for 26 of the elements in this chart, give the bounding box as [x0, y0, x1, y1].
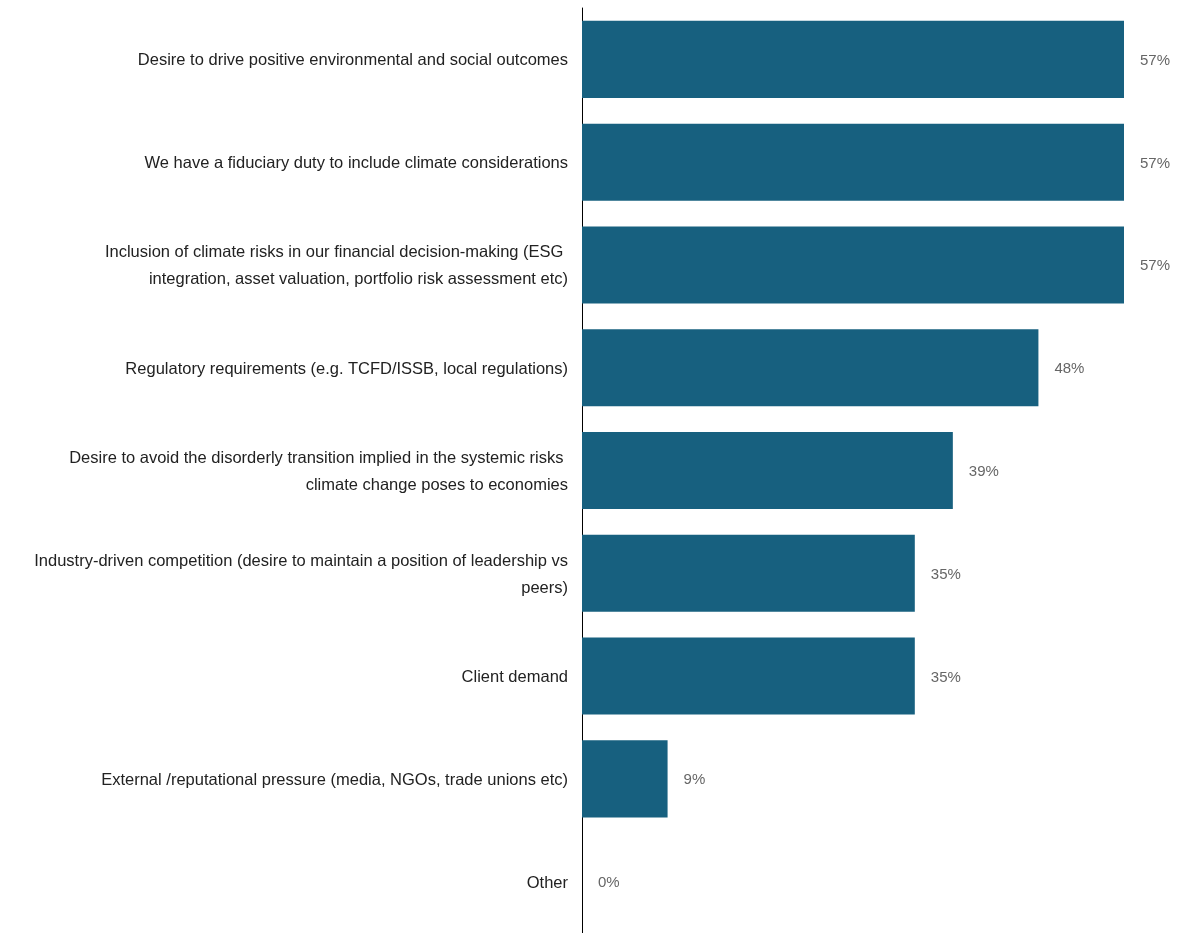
y-tick-label: Desire to drive positive environmental and social outcomes: [137, 50, 568, 69]
bar: [582, 226, 1124, 304]
data-label: 48%: [1054, 359, 1085, 377]
bar: [582, 637, 915, 715]
data-label: 9%: [683, 770, 706, 788]
y-tick-label: Other: [526, 872, 569, 891]
y-tick-label: Industry-driven competition (desire to maintain a position of leadership vs peers): [34, 550, 568, 596]
bar: [582, 431, 953, 510]
bar: [582, 534, 915, 612]
y-tick-label: Desire to avoid the disorderly transition implied in the systemic risks climate change poses to economies: [69, 448, 568, 493]
data-label: 39%: [968, 462, 999, 479]
data-label: 57%: [1140, 50, 1171, 68]
data-label: 57%: [1140, 256, 1171, 274]
data-label: 0%: [598, 873, 620, 891]
data-label: 57%: [1140, 153, 1171, 171]
y-tick-label: Client demand: [461, 667, 568, 686]
bar: [582, 740, 668, 818]
bar: [582, 123, 1124, 201]
y-tick-label: Inclusion of climate risks in our financial decision-making (ESG integration, asset valuation, portfolio risk assessment etc): [104, 242, 568, 288]
y-tick-label: Regulatory requirements (e.g. TCFD/ISSB, local regulations): [125, 358, 568, 377]
bar: [582, 329, 1039, 407]
data-label: 35%: [930, 564, 961, 582]
y-tick-label: External /reputational pressure (media, NGOs, trade unions etc): [101, 769, 568, 788]
data-label: 35%: [930, 667, 961, 685]
bar: [582, 20, 1124, 98]
y-tick-label: We have a fiduciary duty to include climate considerations: [144, 153, 568, 172]
